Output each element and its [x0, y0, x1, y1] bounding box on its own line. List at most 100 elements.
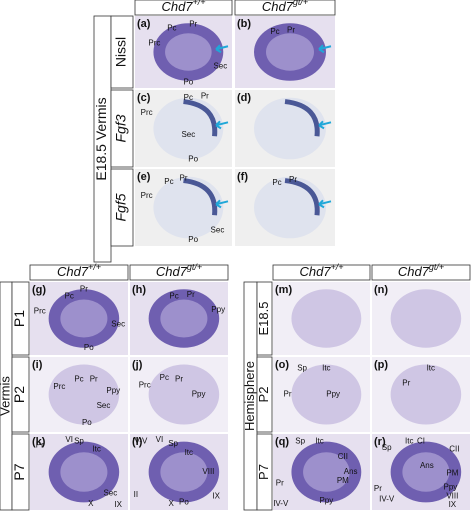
panel: (a) Pc Pr Prc Sec Po [135, 16, 232, 88]
annotation: Sec [111, 319, 125, 328]
row-label: E18.5 [256, 302, 271, 336]
row-label: Vermis [0, 376, 12, 416]
annotation: Sp [74, 437, 84, 446]
annotation: Ppy [319, 496, 333, 505]
panel-letter: (a) [137, 18, 151, 30]
annotation: Pc [65, 292, 74, 301]
annotation: Itc [185, 448, 193, 457]
annotation: Pr [36, 441, 44, 450]
annotation: Prc [141, 191, 153, 200]
label-box [256, 356, 273, 433]
arrow [318, 120, 332, 130]
panel: (g) Pr Pc Prc Sec Po [30, 282, 128, 355]
arrow [215, 199, 229, 209]
column-header: Chd7gt/+ [156, 262, 202, 279]
gene-name: Chd7 [299, 264, 331, 279]
label-box [256, 433, 273, 511]
tissue [291, 364, 362, 425]
panel-letter: (h) [132, 284, 146, 296]
annotation: Po [183, 77, 193, 86]
label-box [234, 0, 336, 16]
annotation: Ppy [326, 390, 340, 399]
annotation: Po [84, 343, 94, 352]
expression [284, 99, 320, 137]
annotation: Po [179, 498, 189, 507]
annotation: Po [188, 154, 198, 163]
arrow [318, 199, 332, 209]
panel-letter: (m) [275, 284, 292, 296]
annotation: Sp [168, 439, 178, 448]
tissue [48, 364, 120, 425]
genotype: +/+ [88, 262, 101, 272]
panel: (h) Pc Pr Ppy [130, 282, 228, 355]
genotype: gt/+ [429, 262, 444, 272]
expression [284, 178, 320, 216]
panel: (j) Pc Pr Prc Ppy [130, 357, 228, 432]
annotation: Sp [295, 437, 305, 446]
annotation: Sp [382, 443, 392, 452]
annotation: II [134, 490, 138, 499]
annotation: Prc [53, 382, 65, 391]
panel: (f) Pc Pr [235, 169, 335, 246]
label-box [129, 264, 229, 281]
annotation: VIII [446, 491, 458, 500]
annotation: IX [449, 500, 457, 509]
label-box [110, 15, 134, 89]
annotation: VI [156, 435, 164, 444]
annotation: Sp [297, 363, 307, 372]
arrow [318, 44, 332, 54]
genotype: gt/+ [293, 0, 308, 7]
label-box [29, 264, 129, 281]
annotation: Pc [74, 375, 83, 384]
annotation: CII [338, 452, 348, 461]
panel-letter: (b) [237, 18, 251, 30]
panel-letter: (l) [132, 436, 143, 448]
tissue-inner [165, 33, 212, 71]
tissue-inner [303, 452, 350, 492]
annotation: Pr [201, 91, 209, 100]
annotation: Sec [211, 226, 225, 235]
tissue [148, 364, 220, 425]
annotation: Po [82, 418, 92, 427]
annotation: VIII [202, 467, 214, 476]
annotation: Prc [141, 108, 153, 117]
panel-letter: (n) [374, 284, 388, 296]
annotation: CI [417, 437, 425, 446]
row-label: E18.5 Vermis [93, 97, 109, 180]
label-box [11, 356, 30, 433]
annotation: X [88, 499, 94, 508]
panel: (p) Itc Pr [372, 357, 470, 432]
panel: (b) Pc Pr [235, 16, 335, 88]
gene-name: Chd7 [57, 264, 89, 279]
row-label: P2 [256, 387, 271, 403]
annotation: Prc [148, 38, 160, 47]
annotation: Pr [287, 26, 295, 35]
annotation: Pr [189, 20, 197, 29]
annotation: Ppy [211, 305, 225, 314]
label-box [134, 0, 233, 16]
annotation: Pr [80, 284, 88, 293]
panel: (c) Pc Pr Prc Sec Po [135, 90, 232, 167]
label-box [110, 168, 134, 247]
row-label: Fgf3 [113, 114, 129, 142]
gene-name: Chd7 [161, 0, 193, 14]
tissue-inner [60, 299, 108, 338]
gene-name: Chd7 [262, 0, 294, 14]
column-header: Chd7gt/+ [398, 262, 444, 279]
annotation: Pr [284, 390, 292, 399]
label-box [256, 281, 273, 356]
panel: (m) [273, 282, 370, 355]
row-label: Nissl [113, 37, 129, 67]
annotation: Sec [97, 401, 111, 410]
tissue-inner [402, 452, 450, 492]
column-header: Chd7gt/+ [262, 0, 308, 14]
annotation: Pc [184, 93, 193, 102]
annotation: Pr [374, 484, 382, 493]
column-header: Chd7+/+ [299, 262, 343, 279]
annotation: PM [446, 469, 458, 478]
genotype: gt/+ [187, 262, 202, 272]
annotation: Ppy [106, 386, 120, 395]
label-box [272, 264, 371, 281]
panel-letter: (p) [374, 359, 388, 371]
